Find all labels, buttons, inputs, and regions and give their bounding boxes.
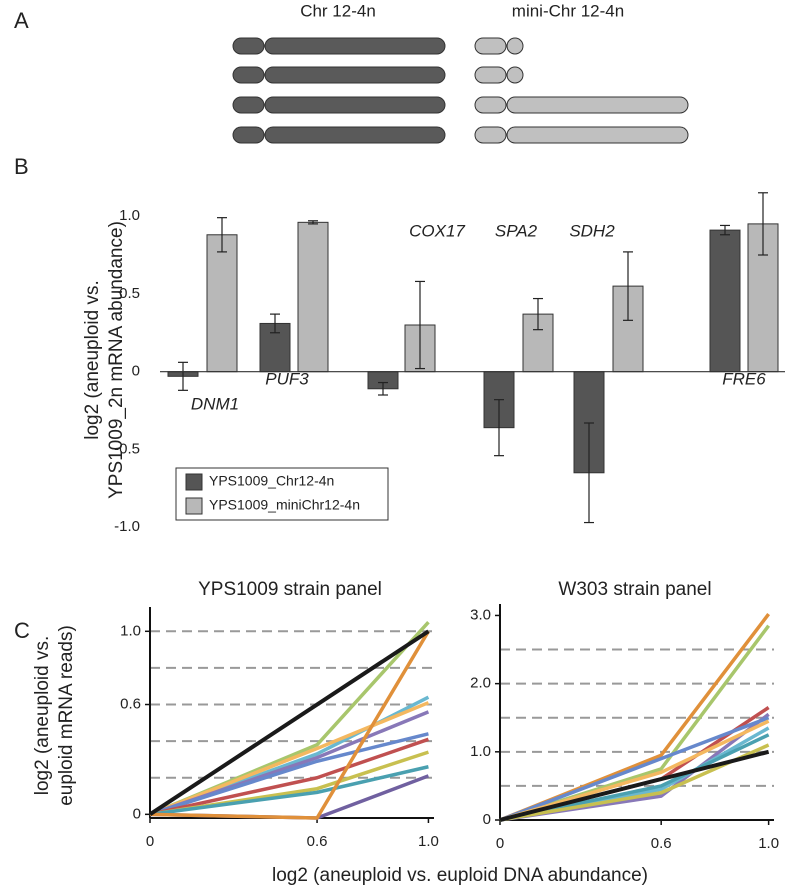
chart-title: YPS1009 strain panel (198, 579, 382, 600)
y-tick-label: 1.0 (120, 622, 141, 639)
panel-label: B (14, 154, 29, 179)
x-tick-label: 1.0 (758, 835, 779, 852)
error-bar (415, 280, 425, 370)
legend-label: YPS1009_Chr12-4n (209, 473, 334, 489)
line (149, 701, 430, 816)
legend-label: YPS1009_miniChr12-4n (209, 497, 360, 513)
legend-swatch (185, 497, 203, 515)
y-tick-label: 0 (132, 363, 140, 380)
y-axis-label-line: YPS1009_2n mRNA abundance) (106, 221, 127, 499)
line (148, 629, 430, 817)
x-tick-label: 0.6 (651, 835, 672, 852)
y-axis-label-line: log2 (aneuploid vs. (82, 280, 103, 440)
line (499, 733, 770, 822)
category-label: COX17 (409, 221, 465, 240)
x-tick-label: 0.6 (307, 833, 328, 850)
line (499, 749, 770, 822)
y-tick-label: 1.0 (119, 207, 140, 224)
x-axis-label: log2 (aneuploid vs. euploid DNA abundanc… (272, 865, 648, 886)
line (149, 630, 430, 820)
legend-box (175, 467, 389, 521)
x-tick-label: 1.0 (418, 833, 439, 850)
bar (709, 229, 741, 373)
legend-swatch (185, 473, 203, 491)
error-bar (494, 399, 504, 457)
category-label: SPA2 (495, 221, 538, 240)
y-tick-label: 2.0 (470, 675, 491, 692)
y-axis-label: log2 (aneuploid vs. euploid mRNA reads) (32, 625, 77, 806)
panel-label: A (14, 8, 29, 33)
error-bar (758, 192, 768, 256)
line (499, 719, 770, 822)
error-bar (270, 313, 280, 334)
error-bar (308, 220, 318, 225)
error-bar (623, 251, 633, 321)
category-label: SDH2 (569, 221, 615, 240)
y-tick-label: 0.6 (120, 695, 141, 712)
diagram-label: mini-Chr 12-4n (512, 1, 624, 20)
bar (297, 221, 329, 373)
error-bar (533, 297, 543, 331)
error-bar (584, 422, 594, 524)
y-axis-label-line: euploid mRNA reads) (56, 625, 77, 806)
y-tick-label: 1.0 (470, 743, 491, 760)
line (149, 765, 429, 817)
error-bar (378, 381, 388, 396)
panel-label: C (14, 618, 30, 643)
diagram-label: Chr 12-4n (300, 1, 376, 20)
y-tick-label: 0.5 (119, 285, 140, 302)
y-axis-label: log2 (aneuploid vs. YPS1009_2n mRNA abund… (82, 221, 127, 499)
y-tick-label: -1.0 (114, 518, 140, 535)
bar (206, 234, 238, 373)
error-bar (178, 361, 188, 391)
x-tick-label: 0 (146, 833, 154, 850)
category-label: PUF3 (265, 369, 309, 388)
y-tick-label: 0 (483, 811, 491, 828)
category-label: FRE6 (722, 369, 766, 388)
line (499, 716, 770, 822)
error-bar (720, 224, 730, 236)
y-axis-label-line: log2 (aneuploid vs. (32, 636, 53, 796)
chart-title: W303 strain panel (558, 579, 711, 600)
error-bar (217, 217, 227, 253)
line (149, 732, 429, 817)
line (149, 737, 430, 817)
category-label: DNM1 (191, 394, 239, 413)
chromosomes (232, 37, 689, 144)
x-tick-label: 0 (496, 835, 504, 852)
y-tick-label: -0.5 (114, 440, 140, 457)
y-tick-label: 3.0 (470, 606, 491, 623)
y-tick-label: 0 (133, 805, 141, 822)
